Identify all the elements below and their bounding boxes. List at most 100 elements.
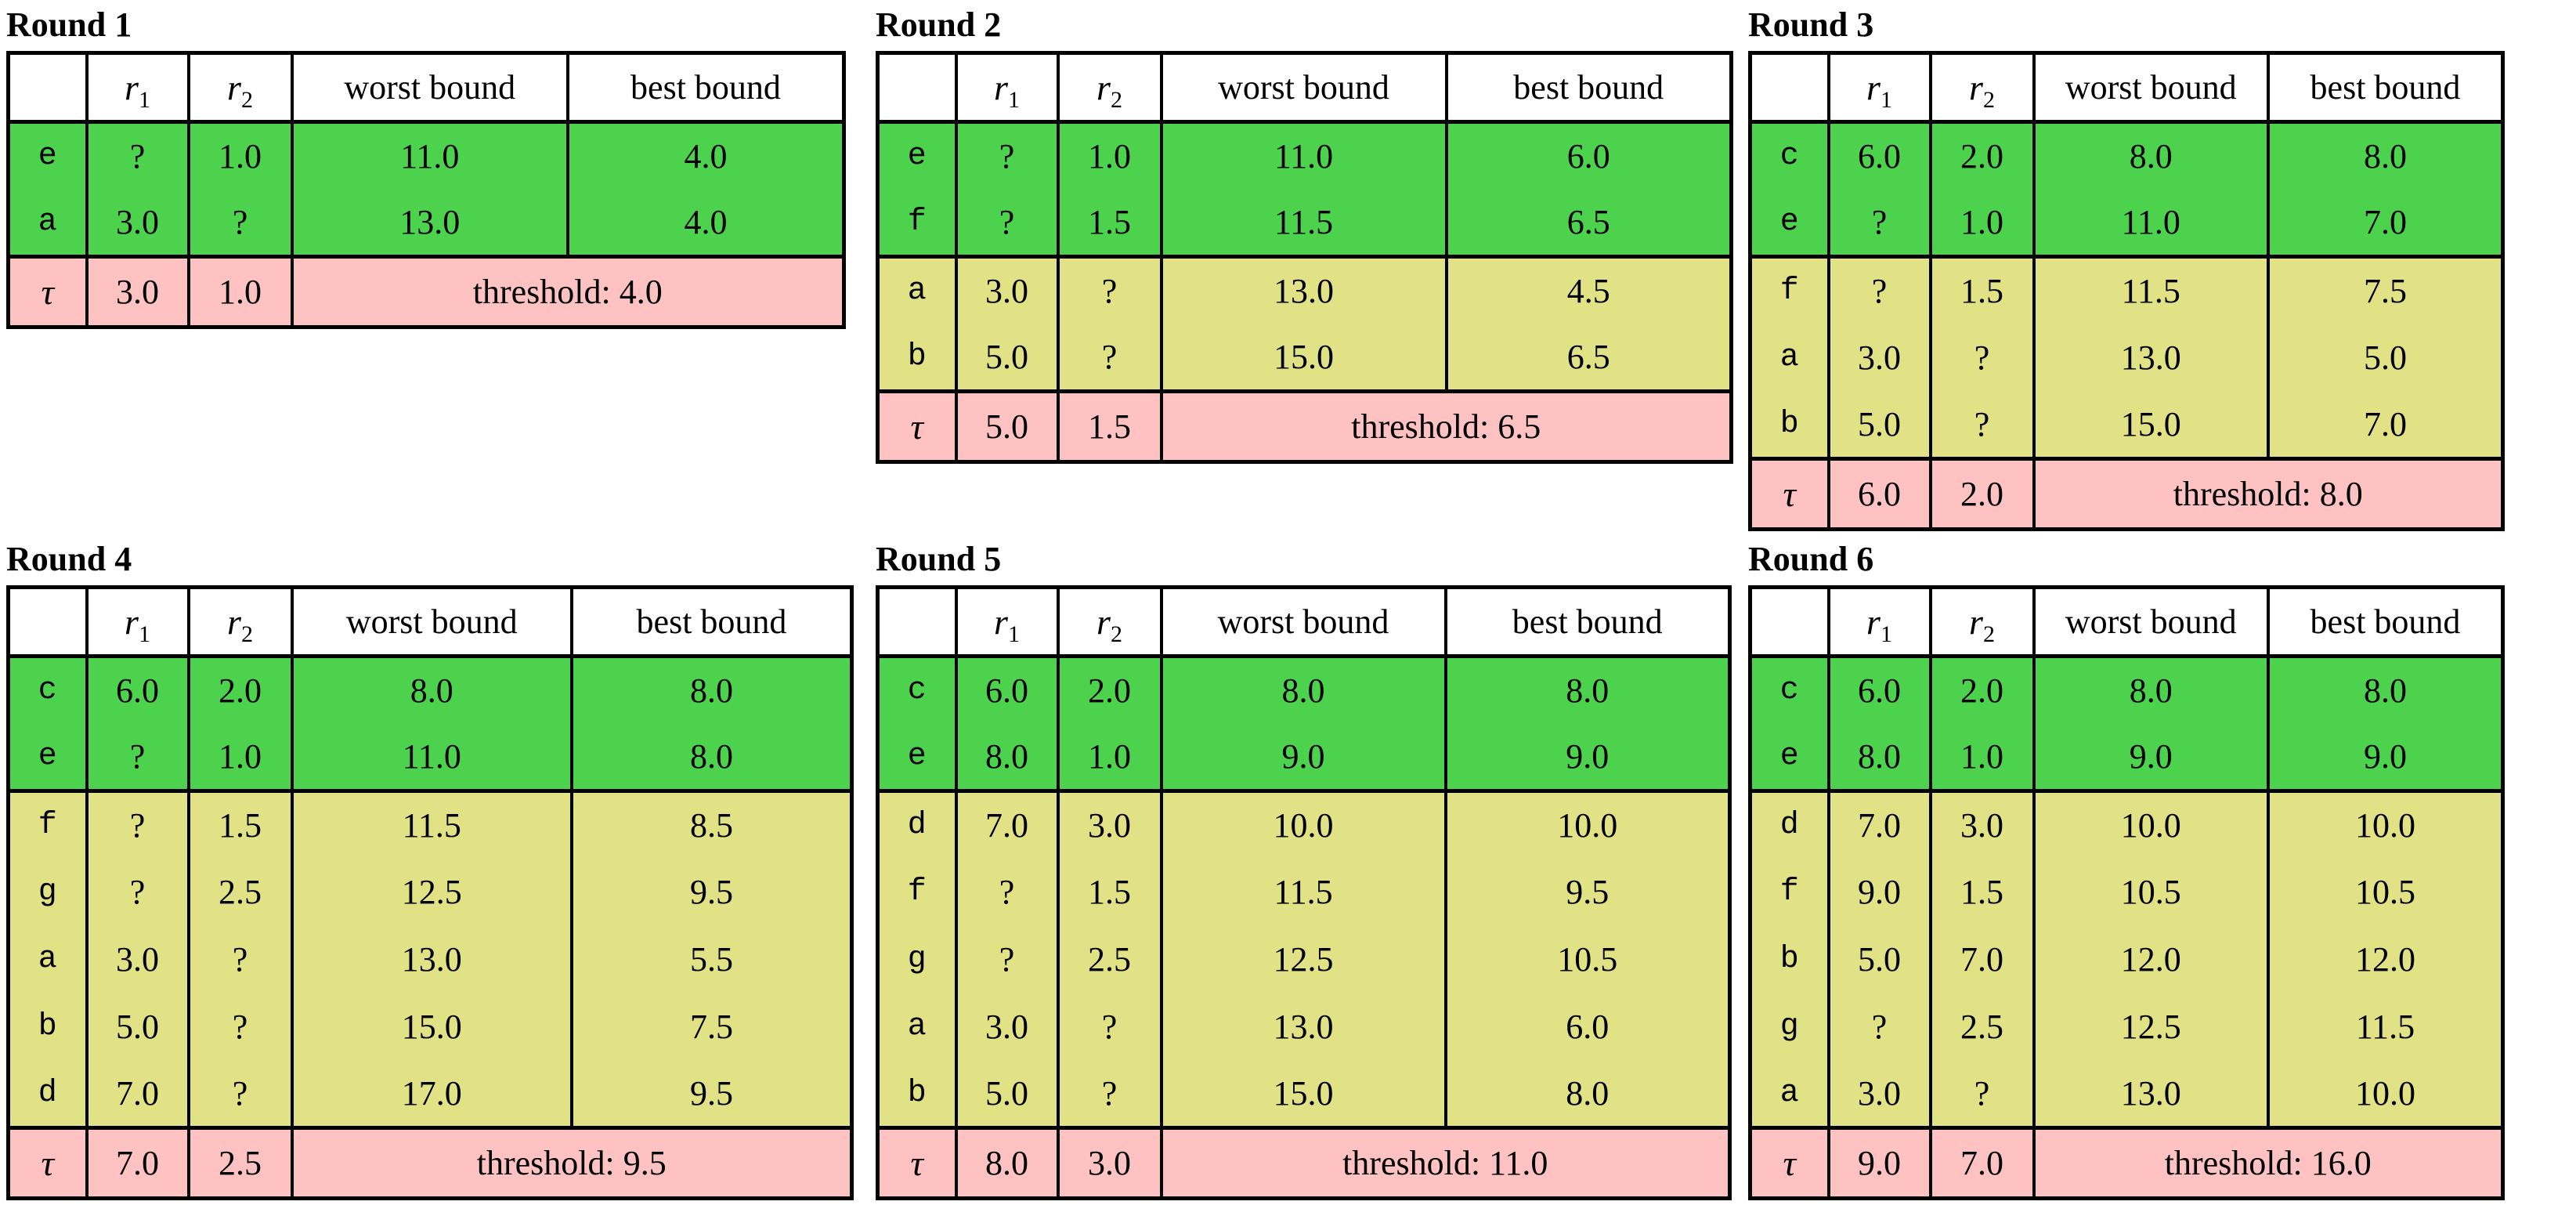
- r2-cell: 2.0: [1928, 654, 2036, 724]
- best-bound-cell: 6.0: [1444, 120, 1733, 190]
- r2-cell: 1.5: [1056, 189, 1163, 257]
- col-header-r2: r2: [186, 587, 294, 658]
- r2-cell: ?: [1056, 324, 1163, 392]
- row-b: b 5.0? 15.0 8.0: [876, 1060, 1732, 1128]
- tau-r1-cell: 7.0: [85, 1126, 190, 1199]
- r1-cell: 8.0: [954, 723, 1060, 791]
- corner-cell: [6, 587, 89, 658]
- row-c: c 6.0 2.0 8.0 8.0: [1748, 120, 2505, 190]
- worst-bound-cell: 11.0: [290, 120, 569, 190]
- row-label-cell: b: [1748, 925, 1830, 993]
- r1-cell: ?: [85, 858, 190, 926]
- row-label-cell: d: [876, 789, 958, 859]
- tau-r2-cell: 3.0: [1056, 1126, 1163, 1199]
- row-e: e? 1.0 11.0 4.0: [6, 120, 846, 190]
- worst-bound-cell: 12.0: [2032, 925, 2270, 993]
- r2-cell: 2.5: [1056, 925, 1163, 993]
- tau-row: τ 8.0 3.0 threshold: 11.0: [876, 1126, 1732, 1199]
- row-g: g? 2.5 12.5 9.5: [6, 858, 854, 926]
- r1-cell: 3.0: [85, 925, 190, 993]
- round-table-body: e? 1.0 11.0 6.0 f? 1.5 11.5 6.5 a 3.0? 13.0 4.5 b 5.0…: [876, 120, 1733, 462]
- r1-symbol: r: [1866, 602, 1881, 642]
- row-a: a 3.0? 13.0 4.5: [876, 255, 1733, 324]
- col-header-r1: r1: [1826, 52, 1932, 124]
- tau-label-cell: τ: [6, 255, 89, 327]
- col-header-worst-bound: worst bound: [1159, 587, 1447, 658]
- r2-cell: 1.5: [186, 789, 294, 859]
- round-3: Round 3 r1 r2 worst bound best bound c 6.…: [1748, 6, 2532, 531]
- col-header-r1: r1: [954, 587, 1060, 658]
- worst-bound-cell: 12.5: [1159, 925, 1447, 993]
- row-e: e? 1.0 11.0 8.0: [6, 723, 854, 791]
- worst-bound-cell: 8.0: [2032, 654, 2270, 724]
- r1-cell: 7.0: [954, 789, 1060, 859]
- r1-cell: ?: [954, 925, 1060, 993]
- row-b: b 5.0 7.0 12.0 12.0: [1748, 925, 2505, 993]
- corner-cell: [1748, 587, 1830, 658]
- worst-bound-cell: 9.0: [2032, 723, 2270, 791]
- best-bound-cell: 9.5: [570, 1060, 854, 1128]
- r2-subscript: 2: [1982, 86, 1995, 113]
- worst-bound-cell: 13.0: [1159, 255, 1448, 324]
- tau-r2-cell: 1.0: [186, 255, 294, 327]
- row-a: a 3.0? 13.0 5.5: [6, 925, 854, 993]
- best-bound-cell: 4.5: [1444, 255, 1733, 324]
- threshold-cell: threshold: 11.0: [1159, 1126, 1732, 1199]
- r1-cell: 5.0: [1826, 925, 1932, 993]
- tau-row: τ 3.0 1.0 threshold: 4.0: [6, 255, 846, 327]
- r2-cell: 2.5: [1928, 993, 2036, 1061]
- threshold-cell: threshold: 9.5: [290, 1126, 854, 1199]
- col-header-worst-bound: worst bound: [290, 587, 573, 658]
- r2-symbol: r: [1097, 67, 1111, 107]
- row-label-cell: c: [6, 654, 89, 724]
- row-label-cell: a: [876, 255, 958, 324]
- best-bound-cell: 8.0: [570, 654, 854, 724]
- r2-cell: ?: [186, 925, 294, 993]
- row-f: f? 1.5 11.5 9.5: [876, 858, 1732, 926]
- row-label-cell: g: [1748, 993, 1830, 1061]
- worst-bound-cell: 13.0: [290, 925, 573, 993]
- row-label-cell: a: [876, 993, 958, 1061]
- round-table: r1 r2 worst bound best bound c 6.0 2.0 8.0 8…: [876, 585, 1732, 1200]
- round-title: Round 6: [1748, 540, 1874, 578]
- worst-bound-cell: 12.5: [2032, 993, 2270, 1061]
- round-table: r1 r2 worst bound best bound e? 1.0 11.0 4.…: [6, 51, 846, 329]
- header-row: r1 r2 worst bound best bound: [6, 587, 854, 658]
- row-label-cell: a: [6, 189, 89, 257]
- row-label-cell: b: [876, 1060, 958, 1128]
- worst-bound-cell: 13.0: [290, 189, 569, 257]
- tau-r2-cell: 1.5: [1056, 389, 1163, 462]
- r2-subscript: 2: [1110, 86, 1122, 113]
- r1-subscript: 1: [1007, 86, 1020, 113]
- r1-symbol: r: [125, 602, 139, 642]
- round-table-body: c 6.0 2.0 8.0 8.0 e? 1.0 11.0 8.0 f? 1.5 11.5 8.5 g? 2…: [6, 654, 854, 1199]
- best-bound-cell: 6.0: [1443, 993, 1732, 1061]
- r1-subscript: 1: [1880, 621, 1892, 647]
- col-header-worst-bound: worst bound: [2032, 52, 2270, 124]
- best-bound-cell: 10.0: [2267, 789, 2505, 859]
- best-bound-cell: 4.0: [566, 120, 846, 190]
- tau-label-cell: τ: [1748, 457, 1830, 530]
- header-row: r1 r2 worst bound best bound: [6, 52, 846, 124]
- row-e: e 8.0 1.0 9.0 9.0: [876, 723, 1732, 791]
- row-label-cell: b: [876, 324, 958, 392]
- row-g: g? 2.5 12.5 11.5: [1748, 993, 2505, 1061]
- col-header-best-bound: best bound: [1444, 52, 1733, 124]
- best-bound-cell: 6.5: [1444, 324, 1733, 392]
- row-label-cell: d: [1748, 789, 1830, 859]
- worst-bound-cell: 11.5: [2032, 255, 2270, 324]
- worst-bound-cell: 13.0: [1159, 993, 1447, 1061]
- r1-cell: ?: [1826, 993, 1932, 1061]
- round-title: Round 4: [6, 540, 132, 578]
- col-header-worst-bound: worst bound: [290, 52, 569, 124]
- col-header-best-bound: best bound: [2267, 52, 2505, 124]
- r2-symbol: r: [1969, 602, 1983, 642]
- header-row: r1 r2 worst bound best bound: [876, 587, 1732, 658]
- best-bound-cell: 8.0: [1443, 1060, 1732, 1128]
- row-label-cell: f: [1748, 858, 1830, 926]
- r2-cell: 2.0: [186, 654, 294, 724]
- best-bound-cell: 9.5: [570, 858, 854, 926]
- best-bound-cell: 12.0: [2267, 925, 2505, 993]
- worst-bound-cell: 13.0: [2032, 324, 2270, 392]
- r2-subscript: 2: [240, 86, 253, 113]
